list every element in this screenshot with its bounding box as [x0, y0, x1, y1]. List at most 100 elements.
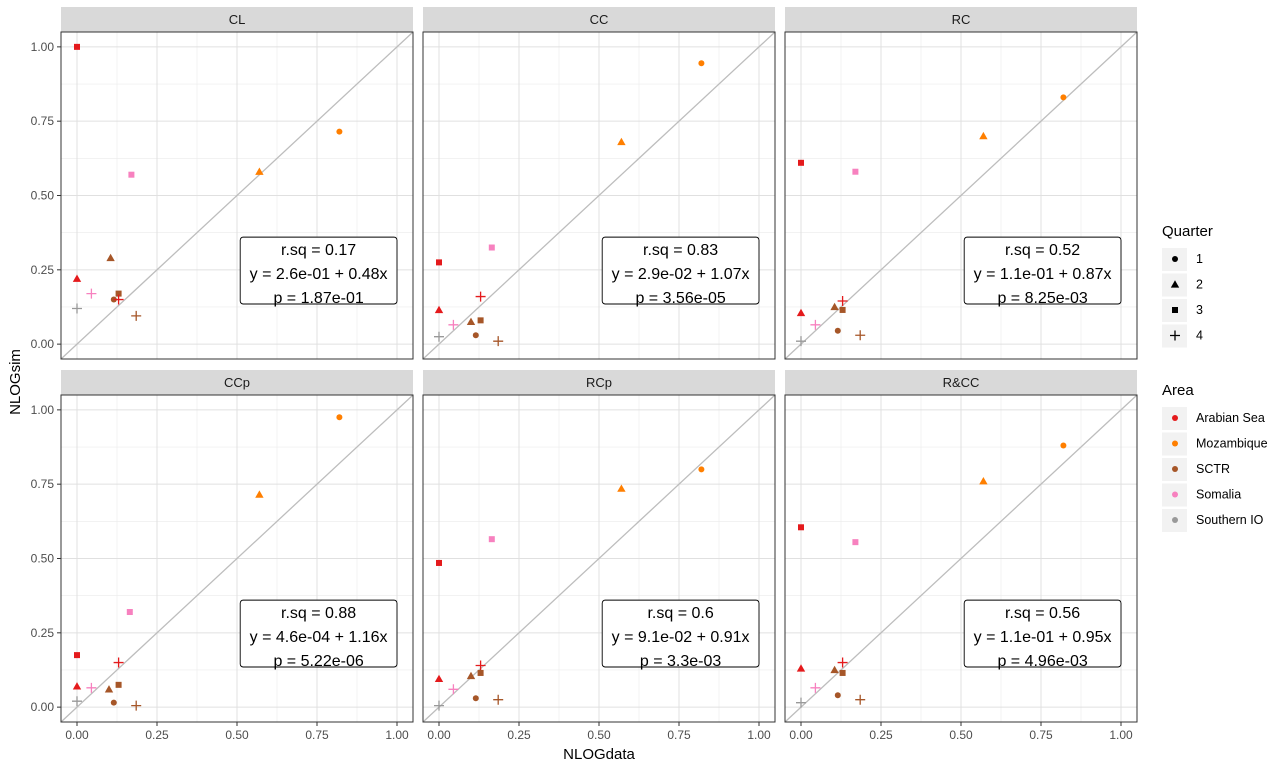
legend-quarter-item: 3 — [1162, 299, 1203, 322]
data-point-sctr-q2 — [106, 253, 115, 262]
panel-title: CL — [229, 12, 246, 27]
data-point-mozambique-q1 — [1060, 94, 1067, 101]
panel-cc: CC r.sq = 0.83 y = 2.9e-02 + 1.07x p = 3.56… — [422, 7, 776, 360]
legend-area-item: SCTR — [1162, 458, 1230, 481]
data-point-arabian-sea-q2 — [434, 674, 444, 683]
data-point-somalia-q4 — [86, 288, 97, 299]
data-point-sctr-q3 — [477, 669, 484, 676]
panel-border — [422, 31, 776, 360]
legend-area-item: Arabian Sea — [1162, 407, 1265, 430]
data-point-sctr-q2 — [830, 302, 839, 311]
legend-quarter-label: 1 — [1196, 252, 1203, 266]
data-point-sctr-q4 — [493, 694, 504, 705]
y-axis-ticks: 0.00 0.25 0.50 0.75 1.00 — [31, 403, 61, 714]
data-point-arabian-sea-q2 — [796, 308, 806, 317]
stats-line: y = 2.9e-02 + 1.07x — [612, 266, 750, 283]
legend-area-label: Southern IO — [1196, 513, 1264, 527]
data-point-sctr-q2 — [830, 665, 839, 674]
data-point-mozambique-q2 — [979, 477, 988, 485]
data-point-sctr-q1 — [834, 327, 841, 334]
data-point-sctr-q1 — [110, 699, 117, 706]
legend-quarter-3-symbol — [1172, 307, 1178, 313]
panel-r-cc: R&CC r.sq = 0.56 y = 1.1e-01 + 0.95x p = 4.… — [784, 370, 1138, 742]
legend-area-mozambique-symbol — [1172, 440, 1178, 447]
stats-box — [601, 236, 760, 305]
data-point-arabian-sea-q2 — [434, 305, 444, 314]
reference-line-y-equals-x — [422, 31, 776, 360]
panel-title: R&CC — [943, 375, 980, 390]
panel-strip — [61, 7, 413, 32]
stats-line: y = 1.1e-01 + 0.87x — [974, 266, 1112, 283]
y-tick-label: 1.00 — [31, 40, 55, 54]
x-axis-title: NLOGdata — [563, 746, 635, 763]
data-point-southern-io-q4 — [434, 700, 444, 711]
legend-area-item: Somalia — [1162, 483, 1241, 507]
stats-line: p = 8.25e-03 — [997, 290, 1087, 307]
panel-border — [784, 31, 1138, 360]
grid-lines — [423, 32, 775, 359]
x-tick-label: 0.00 — [789, 728, 813, 742]
y-axis-title: NLOGsim — [7, 349, 24, 415]
data-point-sctr-q1 — [834, 692, 841, 699]
data-point-mozambique-q1 — [336, 414, 343, 421]
data-point-arabian-sea-q3 — [436, 259, 442, 266]
legend-quarter-item: 4 — [1162, 324, 1203, 348]
data-point-sctr-q3 — [477, 317, 484, 324]
data-point-arabian-sea-q4 — [113, 657, 124, 668]
reference-line-y-equals-x — [60, 31, 414, 360]
stats-line: p = 5.22e-06 — [273, 653, 363, 670]
stats-line: y = 4.6e-04 + 1.16x — [250, 629, 388, 646]
legend-area-label: Arabian Sea — [1196, 411, 1265, 425]
data-point-mozambique-q1 — [1060, 442, 1067, 449]
data-point-arabian-sea-q4 — [837, 296, 848, 307]
stats-line: y = 9.1e-02 + 0.91x — [612, 629, 750, 646]
data-point-southern-io-q4 — [72, 696, 82, 707]
y-tick-label: 0.25 — [31, 263, 55, 277]
data-point-somalia-q3 — [128, 171, 135, 178]
data-point-arabian-sea-q4 — [113, 294, 124, 305]
data-point-mozambique-q2 — [617, 137, 626, 146]
panel-strip — [423, 370, 775, 395]
data-point-mozambique-q2 — [255, 167, 264, 175]
data-point-arabian-sea-q2 — [72, 682, 82, 690]
x-tick-label: 0.25 — [507, 728, 531, 742]
stats-line: p = 3.3e-03 — [640, 653, 722, 670]
data-point-sctr-q4 — [131, 310, 142, 321]
legend-quarter: Quarter 1 2 3 4 — [1162, 223, 1213, 348]
panel-strip — [61, 370, 413, 395]
data-point-somalia-q3 — [852, 168, 859, 175]
data-point-arabian-sea-q2 — [72, 274, 82, 282]
stats-box — [963, 599, 1122, 668]
stats-line: r.sq = 0.88 — [281, 605, 356, 622]
y-tick-label: 1.00 — [31, 403, 55, 417]
grid-lines — [61, 32, 413, 359]
stats-line: p = 3.56e-05 — [635, 290, 725, 307]
x-tick-label: 0.75 — [305, 728, 329, 742]
data-point-arabian-sea-q3 — [74, 652, 80, 659]
x-tick-label: 0.50 — [949, 728, 973, 742]
panel-strip — [423, 7, 775, 32]
reference-line-y-equals-x — [784, 394, 1138, 723]
data-point-arabian-sea-q4 — [475, 660, 486, 671]
stats-line: y = 1.1e-01 + 0.95x — [974, 629, 1112, 646]
data-point-somalia-q3 — [126, 609, 133, 616]
panel-title: CC — [590, 12, 609, 27]
data-point-sctr-q3 — [115, 290, 122, 297]
stats-line: r.sq = 0.83 — [643, 242, 718, 259]
data-point-sctr-q2 — [104, 685, 114, 693]
x-tick-label: 0.25 — [869, 728, 893, 742]
data-point-sctr-q2 — [466, 671, 476, 680]
legend-quarter-label: 3 — [1196, 303, 1203, 317]
data-point-somalia-q3 — [488, 536, 495, 543]
stats-line: p = 1.87e-01 — [273, 290, 363, 307]
data-point-sctr-q4 — [855, 694, 866, 705]
data-point-sctr-q3 — [115, 681, 122, 688]
x-tick-label: 1.00 — [1109, 728, 1133, 742]
x-tick-label: 0.00 — [65, 728, 89, 742]
data-point-southern-io-q4 — [796, 336, 806, 347]
panel-title: RCp — [586, 375, 612, 390]
y-tick-label: 0.50 — [31, 552, 55, 566]
stats-box — [239, 236, 398, 305]
y-tick-label: 0.75 — [31, 114, 55, 128]
stats-line: y = 2.6e-01 + 0.48x — [250, 266, 388, 283]
